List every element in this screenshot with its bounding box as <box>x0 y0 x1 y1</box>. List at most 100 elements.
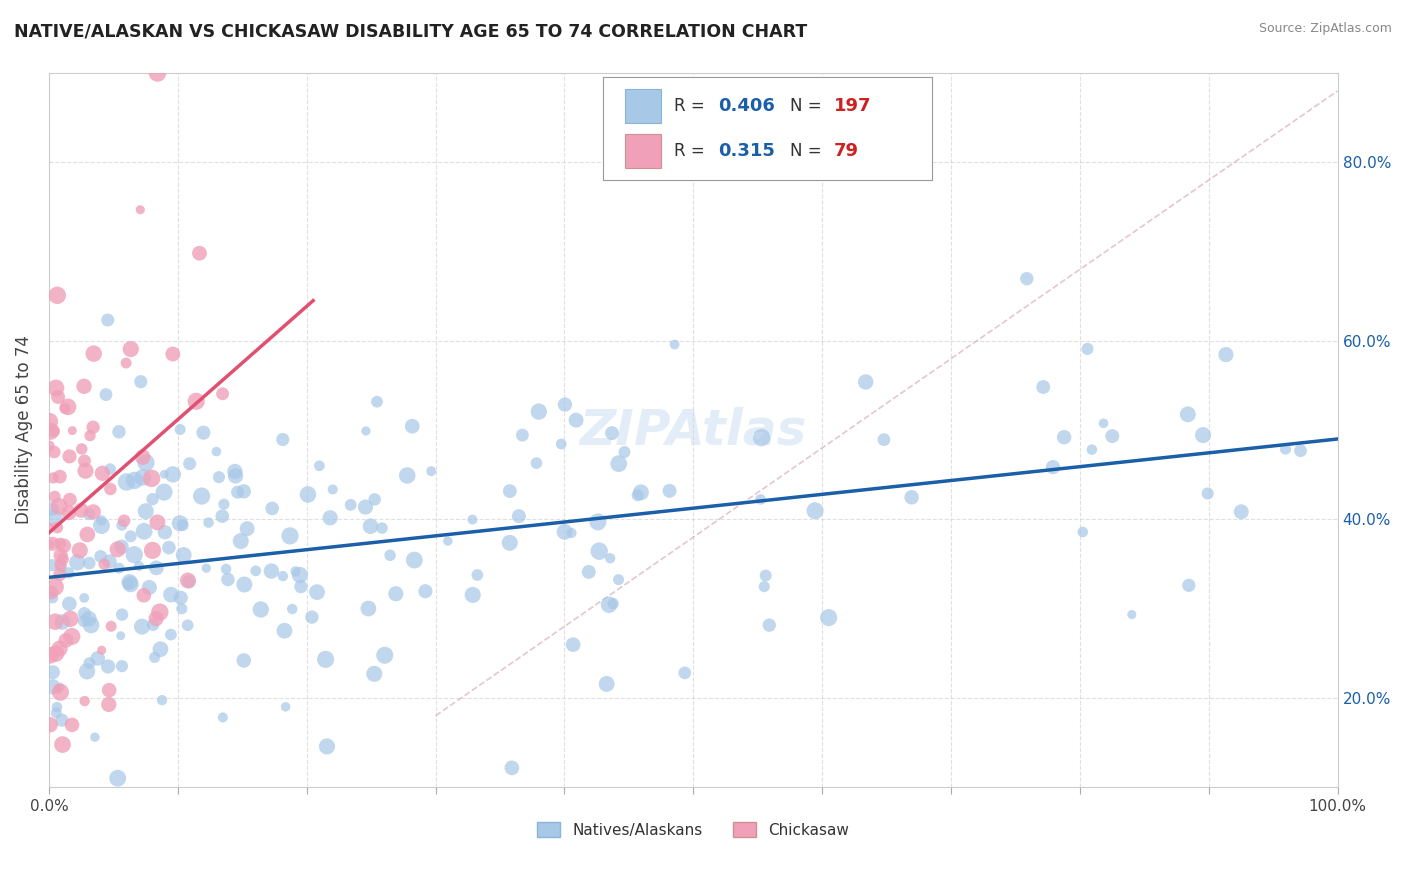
Point <box>179 457 201 471</box>
Point <box>467 568 489 582</box>
Point <box>44 490 66 504</box>
Point <box>1076 342 1098 356</box>
Point <box>319 510 342 524</box>
Point <box>46 681 69 696</box>
Point <box>73 379 96 393</box>
Point <box>79 428 101 442</box>
Point <box>98 554 121 568</box>
Point <box>73 591 96 605</box>
Point <box>97 659 120 673</box>
Point <box>260 564 283 578</box>
Text: NATIVE/ALASKAN VS CHICKASAW DISABILITY AGE 65 TO 74 CORRELATION CHART: NATIVE/ALASKAN VS CHICKASAW DISABILITY A… <box>14 22 807 40</box>
Point <box>59 612 82 626</box>
Point <box>55 633 77 648</box>
Point <box>170 601 193 615</box>
Y-axis label: Disability Age 65 to 74: Disability Age 65 to 74 <box>15 335 32 524</box>
Point <box>627 488 650 502</box>
Point <box>39 718 62 732</box>
Point <box>188 246 211 260</box>
Point <box>97 698 120 712</box>
Point <box>83 730 105 744</box>
Point <box>39 648 62 663</box>
Point <box>236 522 259 536</box>
Point <box>83 346 105 360</box>
Point <box>93 558 115 572</box>
Point <box>232 653 254 667</box>
Point <box>73 454 96 468</box>
Point <box>1121 607 1143 622</box>
Text: 0.406: 0.406 <box>718 97 775 115</box>
Point <box>271 569 294 583</box>
Point <box>73 607 96 621</box>
Point <box>38 415 60 429</box>
Point <box>100 619 122 633</box>
Point <box>288 568 311 582</box>
Point <box>52 539 75 553</box>
Point <box>111 518 134 533</box>
Point <box>80 618 103 632</box>
FancyBboxPatch shape <box>626 88 661 123</box>
Point <box>195 561 218 575</box>
Point <box>401 419 423 434</box>
Point <box>58 597 80 611</box>
Point <box>38 537 60 551</box>
Point <box>142 617 165 632</box>
Point <box>108 425 131 439</box>
Point <box>245 564 267 578</box>
Point <box>173 548 195 562</box>
Point <box>132 470 155 484</box>
Point <box>49 685 72 699</box>
Point <box>149 605 172 619</box>
Point <box>360 519 382 533</box>
Point <box>271 433 294 447</box>
Point <box>170 591 193 605</box>
Point <box>145 612 167 626</box>
Point <box>76 665 98 679</box>
Point <box>41 537 63 551</box>
Point <box>308 458 330 473</box>
Point <box>91 467 114 481</box>
Point <box>45 647 67 661</box>
Point <box>1274 442 1296 456</box>
Point <box>205 444 228 458</box>
Point <box>60 630 83 644</box>
Point <box>378 548 401 562</box>
Point <box>73 694 96 708</box>
Point <box>111 607 134 622</box>
Point <box>49 558 72 572</box>
Point <box>225 468 247 483</box>
Point <box>70 503 93 517</box>
Point <box>437 533 460 548</box>
Point <box>404 553 426 567</box>
Point <box>73 614 96 628</box>
Point <box>51 713 73 727</box>
FancyBboxPatch shape <box>626 134 661 168</box>
Point <box>363 666 385 681</box>
Point <box>658 483 681 498</box>
Point <box>120 577 142 591</box>
Point <box>59 492 82 507</box>
Point <box>602 597 624 611</box>
Point <box>110 540 132 554</box>
Text: ZIPAtlas: ZIPAtlas <box>579 406 807 454</box>
Point <box>586 515 609 529</box>
Point <box>66 555 89 569</box>
Point <box>1071 524 1094 539</box>
Point <box>420 464 443 478</box>
Point <box>131 620 153 634</box>
Point <box>305 585 328 599</box>
Point <box>177 618 200 632</box>
Point <box>100 482 122 496</box>
Point <box>38 439 60 453</box>
Point <box>354 500 377 514</box>
Point <box>82 505 104 519</box>
Point <box>751 431 773 445</box>
Point <box>363 492 385 507</box>
Point <box>122 548 145 562</box>
Point <box>162 467 184 482</box>
Point <box>162 347 184 361</box>
Point <box>153 525 176 540</box>
Point <box>90 643 112 657</box>
Point <box>153 467 176 482</box>
Point <box>232 484 254 499</box>
